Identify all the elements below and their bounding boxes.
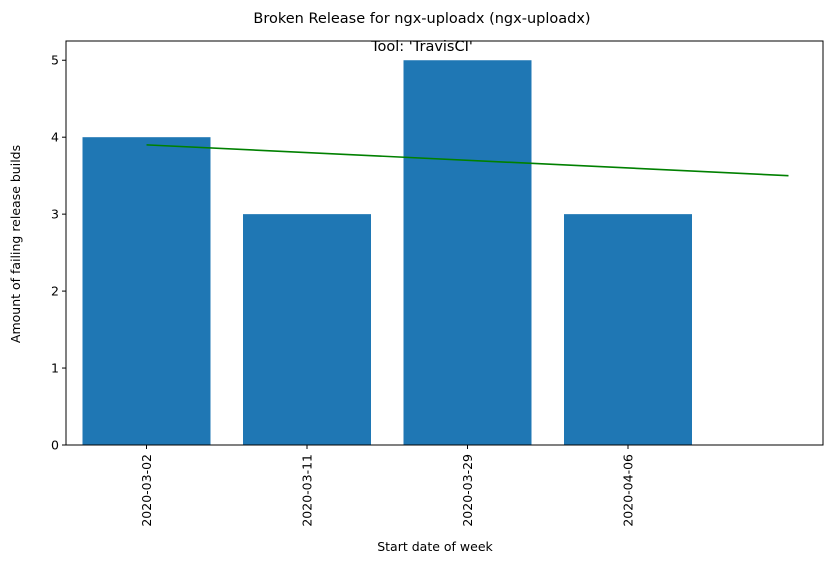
x-tick-label: 2020-04-06	[620, 454, 635, 527]
trend-group	[146, 144, 789, 177]
x-tick-label: 2020-03-02	[139, 454, 154, 527]
plot-frame	[65, 40, 824, 446]
chart-title: Broken Release for ngx-uploadx (ngx-uplo…	[253, 11, 590, 27]
y-tick-label: 0	[51, 438, 59, 453]
y-tick-label: 1	[51, 361, 59, 376]
y-axis: 0 1 2 3 4 5	[51, 53, 66, 453]
chart-subtitle: Tool: 'TravisCI'	[370, 39, 473, 55]
bar-2020-03-29	[403, 60, 532, 445]
bar-2020-04-06	[564, 214, 692, 445]
y-tick-label: 3	[51, 207, 59, 222]
y-tick-label: 4	[51, 130, 59, 145]
y-tick-label: 5	[51, 53, 59, 68]
x-axis-label: Start date of week	[377, 539, 493, 554]
x-tick-label: 2020-03-29	[460, 454, 475, 527]
y-axis-label: Amount of failing release builds	[8, 145, 23, 343]
trend-line	[146, 144, 789, 177]
bar-2020-03-02	[82, 137, 211, 445]
bars-group	[82, 60, 692, 445]
y-tick-label: 2	[51, 284, 59, 299]
x-axis: 2020-03-02 2020-03-11 2020-03-29 2020-04-06	[139, 445, 635, 527]
x-tick-label: 2020-03-11	[299, 454, 314, 527]
bar-2020-03-11	[243, 214, 371, 445]
